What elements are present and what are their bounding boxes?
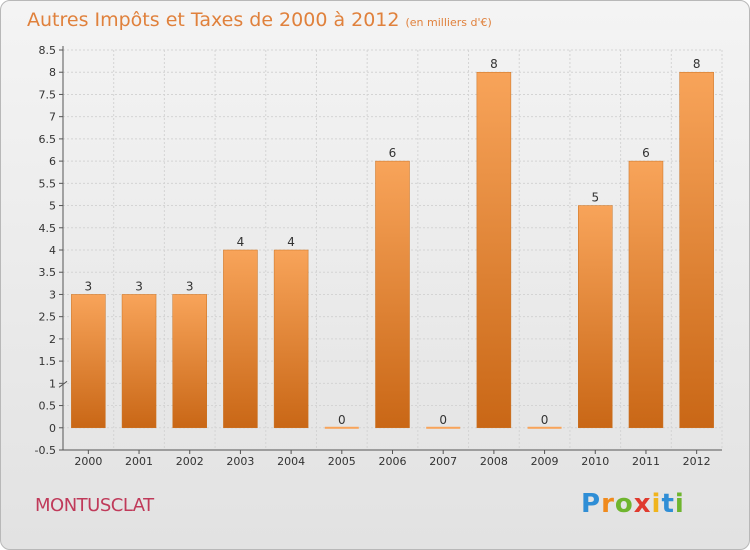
data-label: 3 [186, 279, 194, 293]
y-tick-label: 8 [49, 66, 56, 79]
y-tick-label: 7 [49, 111, 56, 124]
bar [476, 71, 512, 429]
axes [58, 46, 722, 454]
bar [527, 426, 562, 429]
chart-title: Autres Impôts et Taxes de 2000 à 2012 (en… [27, 9, 492, 31]
chart-subtitle: (en milliers d'€) [405, 16, 492, 29]
x-tick-label: 2000 [74, 455, 102, 468]
data-label: 8 [693, 57, 701, 71]
y-tick-label: 0 [49, 422, 56, 435]
x-tick-label: 2003 [226, 455, 254, 468]
data-label: 6 [389, 146, 397, 160]
proxiti-logo: Proxiti [581, 489, 685, 519]
bar [121, 294, 157, 429]
bar [628, 160, 664, 429]
data-label: 3 [135, 279, 143, 293]
bar [223, 249, 258, 429]
x-tick-label: 2007 [429, 455, 457, 468]
bar [375, 160, 410, 429]
y-tick-label: 1.5 [39, 355, 57, 368]
y-tick-label: 5.5 [39, 177, 57, 190]
data-label: 3 [85, 279, 93, 293]
y-tick-label: 6 [49, 155, 56, 168]
data-label: 0 [439, 413, 447, 427]
x-tick-label: 2005 [328, 455, 356, 468]
x-tick-label: 2009 [531, 455, 559, 468]
x-tick-label: 2001 [125, 455, 153, 468]
data-label: 0 [541, 413, 549, 427]
y-tick-label: 7.5 [39, 88, 57, 101]
bar [679, 71, 714, 429]
y-tick-label: 4.5 [39, 222, 57, 235]
x-tick-label: 2010 [581, 455, 609, 468]
y-tick-label: 2.5 [39, 311, 57, 324]
data-label: 4 [237, 235, 245, 249]
x-tick-label: 2006 [379, 455, 407, 468]
y-tick-label: 4 [49, 244, 56, 257]
x-tick-label: 2002 [176, 455, 204, 468]
commune-name: MONTUSCLAT [35, 495, 154, 516]
x-tick-label: 2012 [683, 455, 711, 468]
bar [71, 294, 106, 429]
x-tick-label: 2004 [277, 455, 305, 468]
data-label: 4 [287, 235, 295, 249]
y-tick-label: 0.5 [39, 400, 57, 413]
x-tick-label: 2011 [632, 455, 660, 468]
y-tick-label: 3.5 [39, 266, 57, 279]
y-tick-label: 6.5 [39, 133, 57, 146]
bar [578, 205, 613, 429]
y-tick-label: -0.5 [35, 444, 56, 457]
y-tick-label: 3 [49, 288, 56, 301]
bar [273, 249, 309, 429]
data-label: 8 [490, 57, 498, 71]
bars [71, 71, 714, 429]
x-tick-label: 2008 [480, 455, 508, 468]
data-label: 5 [591, 191, 599, 205]
y-tick-label: 5 [49, 200, 56, 213]
labels: -0.5 0 0.5 1 1.5 2 2.5 3 3.5 4 4.5 5 5.5 6 6.5 7 7.5 8 8.5… [35, 44, 711, 468]
bar [426, 426, 461, 429]
data-label: 6 [642, 146, 650, 160]
bar [324, 426, 359, 429]
data-label: 0 [338, 413, 346, 427]
axis-break-mark [58, 380, 68, 388]
chart-title-text: Autres Impôts et Taxes de 2000 à 2012 [27, 9, 400, 31]
y-tick-label: 1 [49, 377, 56, 390]
y-tick-label: 8.5 [39, 44, 57, 57]
y-tick-label: 2 [49, 333, 56, 346]
bar [172, 294, 207, 429]
